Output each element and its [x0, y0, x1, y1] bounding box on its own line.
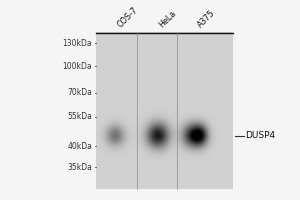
- Text: 130kDa: 130kDa: [62, 39, 92, 48]
- Text: 40kDa: 40kDa: [67, 142, 92, 151]
- Text: 35kDa: 35kDa: [67, 163, 92, 172]
- Text: 70kDa: 70kDa: [67, 88, 92, 97]
- Text: A375: A375: [196, 9, 217, 30]
- Text: HeLa: HeLa: [158, 9, 178, 30]
- Text: COS-7: COS-7: [116, 6, 140, 30]
- Text: 100kDa: 100kDa: [62, 62, 92, 71]
- Text: DUSP4: DUSP4: [245, 131, 275, 140]
- Text: 55kDa: 55kDa: [67, 112, 92, 121]
